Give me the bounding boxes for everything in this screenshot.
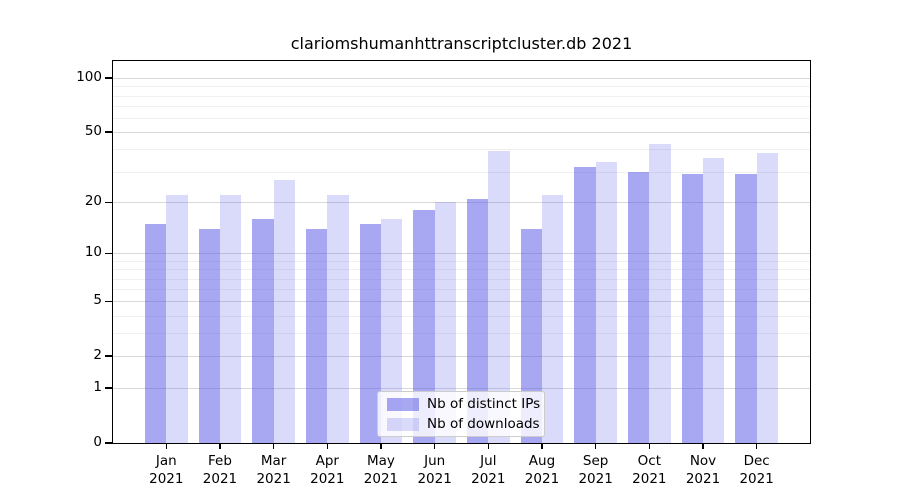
bar-distinct-ips [359, 223, 381, 443]
bar-downloads [219, 195, 242, 443]
x-tick-mark [326, 444, 329, 449]
y-tick-label: 100 [76, 69, 102, 86]
x-tick-label: Oct 2021 [632, 453, 667, 487]
bar-downloads [166, 195, 188, 443]
x-tick-mark [433, 444, 436, 449]
bar-distinct-ips [305, 228, 328, 443]
y-gridline-minor [113, 106, 810, 108]
bar-downloads [380, 219, 403, 443]
y-gridline-major [113, 253, 810, 255]
x-tick-mark [594, 444, 597, 449]
y-tick-label: 10 [84, 244, 102, 261]
y-tick-label: 0 [93, 434, 102, 450]
x-tick-mark [702, 444, 704, 449]
bar-downloads [541, 195, 564, 443]
x-tick-mark [755, 444, 758, 449]
y-gridline-major [113, 78, 810, 80]
y-tick-label: 2 [93, 347, 102, 364]
bar-distinct-ips [520, 228, 542, 443]
chart-title: clariomshumanhttranscriptcluster.db 2021 [290, 34, 633, 53]
y-gridline-major [113, 388, 810, 390]
y-gridline-minor [113, 95, 810, 97]
x-tick-mark [648, 444, 651, 449]
bar-downloads [488, 151, 510, 443]
x-tick-label: Dec 2021 [739, 453, 774, 487]
y-tick-mark [105, 442, 112, 444]
y-gridline-minor [113, 86, 810, 88]
x-tick-mark [272, 444, 275, 449]
y-gridline-major [113, 356, 810, 358]
plot-area [113, 61, 810, 443]
bar-downloads [756, 153, 779, 443]
y-tick-label: 5 [93, 292, 102, 309]
bar-distinct-ips [627, 171, 650, 443]
y-tick-mark [105, 355, 112, 357]
y-gridline-minor [113, 149, 810, 151]
bar-distinct-ips [574, 166, 596, 443]
y-gridline-major [113, 202, 810, 204]
bar-downloads [649, 143, 671, 443]
x-tick-mark [165, 444, 168, 449]
legend-swatch-distinct-ips [387, 397, 419, 411]
y-tick-mark [105, 252, 112, 255]
y-tick-label: 50 [84, 123, 102, 140]
y-gridline-minor [113, 171, 810, 173]
y-tick-mark [105, 201, 112, 204]
x-tick-mark [487, 444, 490, 449]
bar-distinct-ips [735, 174, 757, 443]
bar-downloads [434, 202, 457, 443]
bar-downloads [595, 161, 618, 443]
x-tick-label: Jun 2021 [417, 453, 452, 487]
y-tick-mark [105, 131, 112, 134]
y-gridline-minor [113, 333, 810, 335]
y-tick-mark [105, 387, 112, 389]
x-tick-label: Jan 2021 [149, 453, 184, 487]
x-tick-label: May 2021 [363, 453, 399, 487]
x-tick-label: Jul 2021 [471, 453, 506, 487]
bar-downloads [703, 157, 725, 443]
bar-distinct-ips [466, 198, 489, 443]
x-tick-mark [541, 444, 543, 449]
y-gridline-minor [113, 289, 810, 291]
y-gridline-major [113, 132, 810, 134]
x-tick-label: Mar 2021 [256, 453, 291, 487]
x-tick-label: Aug 2021 [524, 453, 560, 487]
x-tick-mark [380, 444, 382, 449]
bar-distinct-ips [252, 219, 274, 443]
y-gridline-minor [113, 269, 810, 271]
y-gridline-minor [113, 278, 810, 280]
x-tick-label: Sep 2021 [578, 453, 613, 487]
x-tick-mark [219, 444, 221, 449]
x-tick-label: Nov 2021 [685, 453, 721, 487]
bar-distinct-ips [144, 223, 167, 443]
x-tick-label: Apr 2021 [310, 453, 345, 487]
bar-distinct-ips [413, 210, 435, 443]
legend-swatch-downloads [387, 417, 419, 431]
y-tick-label: 20 [84, 193, 102, 210]
y-tick-mark [105, 77, 112, 79]
y-gridline-major [113, 301, 810, 303]
y-gridline-minor [113, 261, 810, 262]
bar-downloads [273, 179, 296, 443]
legend-label-downloads: Nb of downloads [427, 416, 540, 432]
y-gridline-minor [113, 118, 810, 120]
bar-distinct-ips [681, 174, 703, 443]
legend: Nb of distinct IPs Nb of downloads [377, 391, 545, 437]
bar-downloads [327, 195, 349, 443]
legend-item-distinct-ips: Nb of distinct IPs [387, 396, 544, 412]
x-tick-label: Feb 2021 [202, 453, 238, 487]
bar-distinct-ips [198, 228, 220, 443]
y-tick-mark [105, 300, 112, 303]
legend-label-distinct-ips: Nb of distinct IPs [427, 396, 541, 412]
y-gridline-minor [113, 315, 810, 317]
y-tick-label: 1 [93, 379, 102, 396]
legend-item-downloads: Nb of downloads [387, 416, 544, 432]
